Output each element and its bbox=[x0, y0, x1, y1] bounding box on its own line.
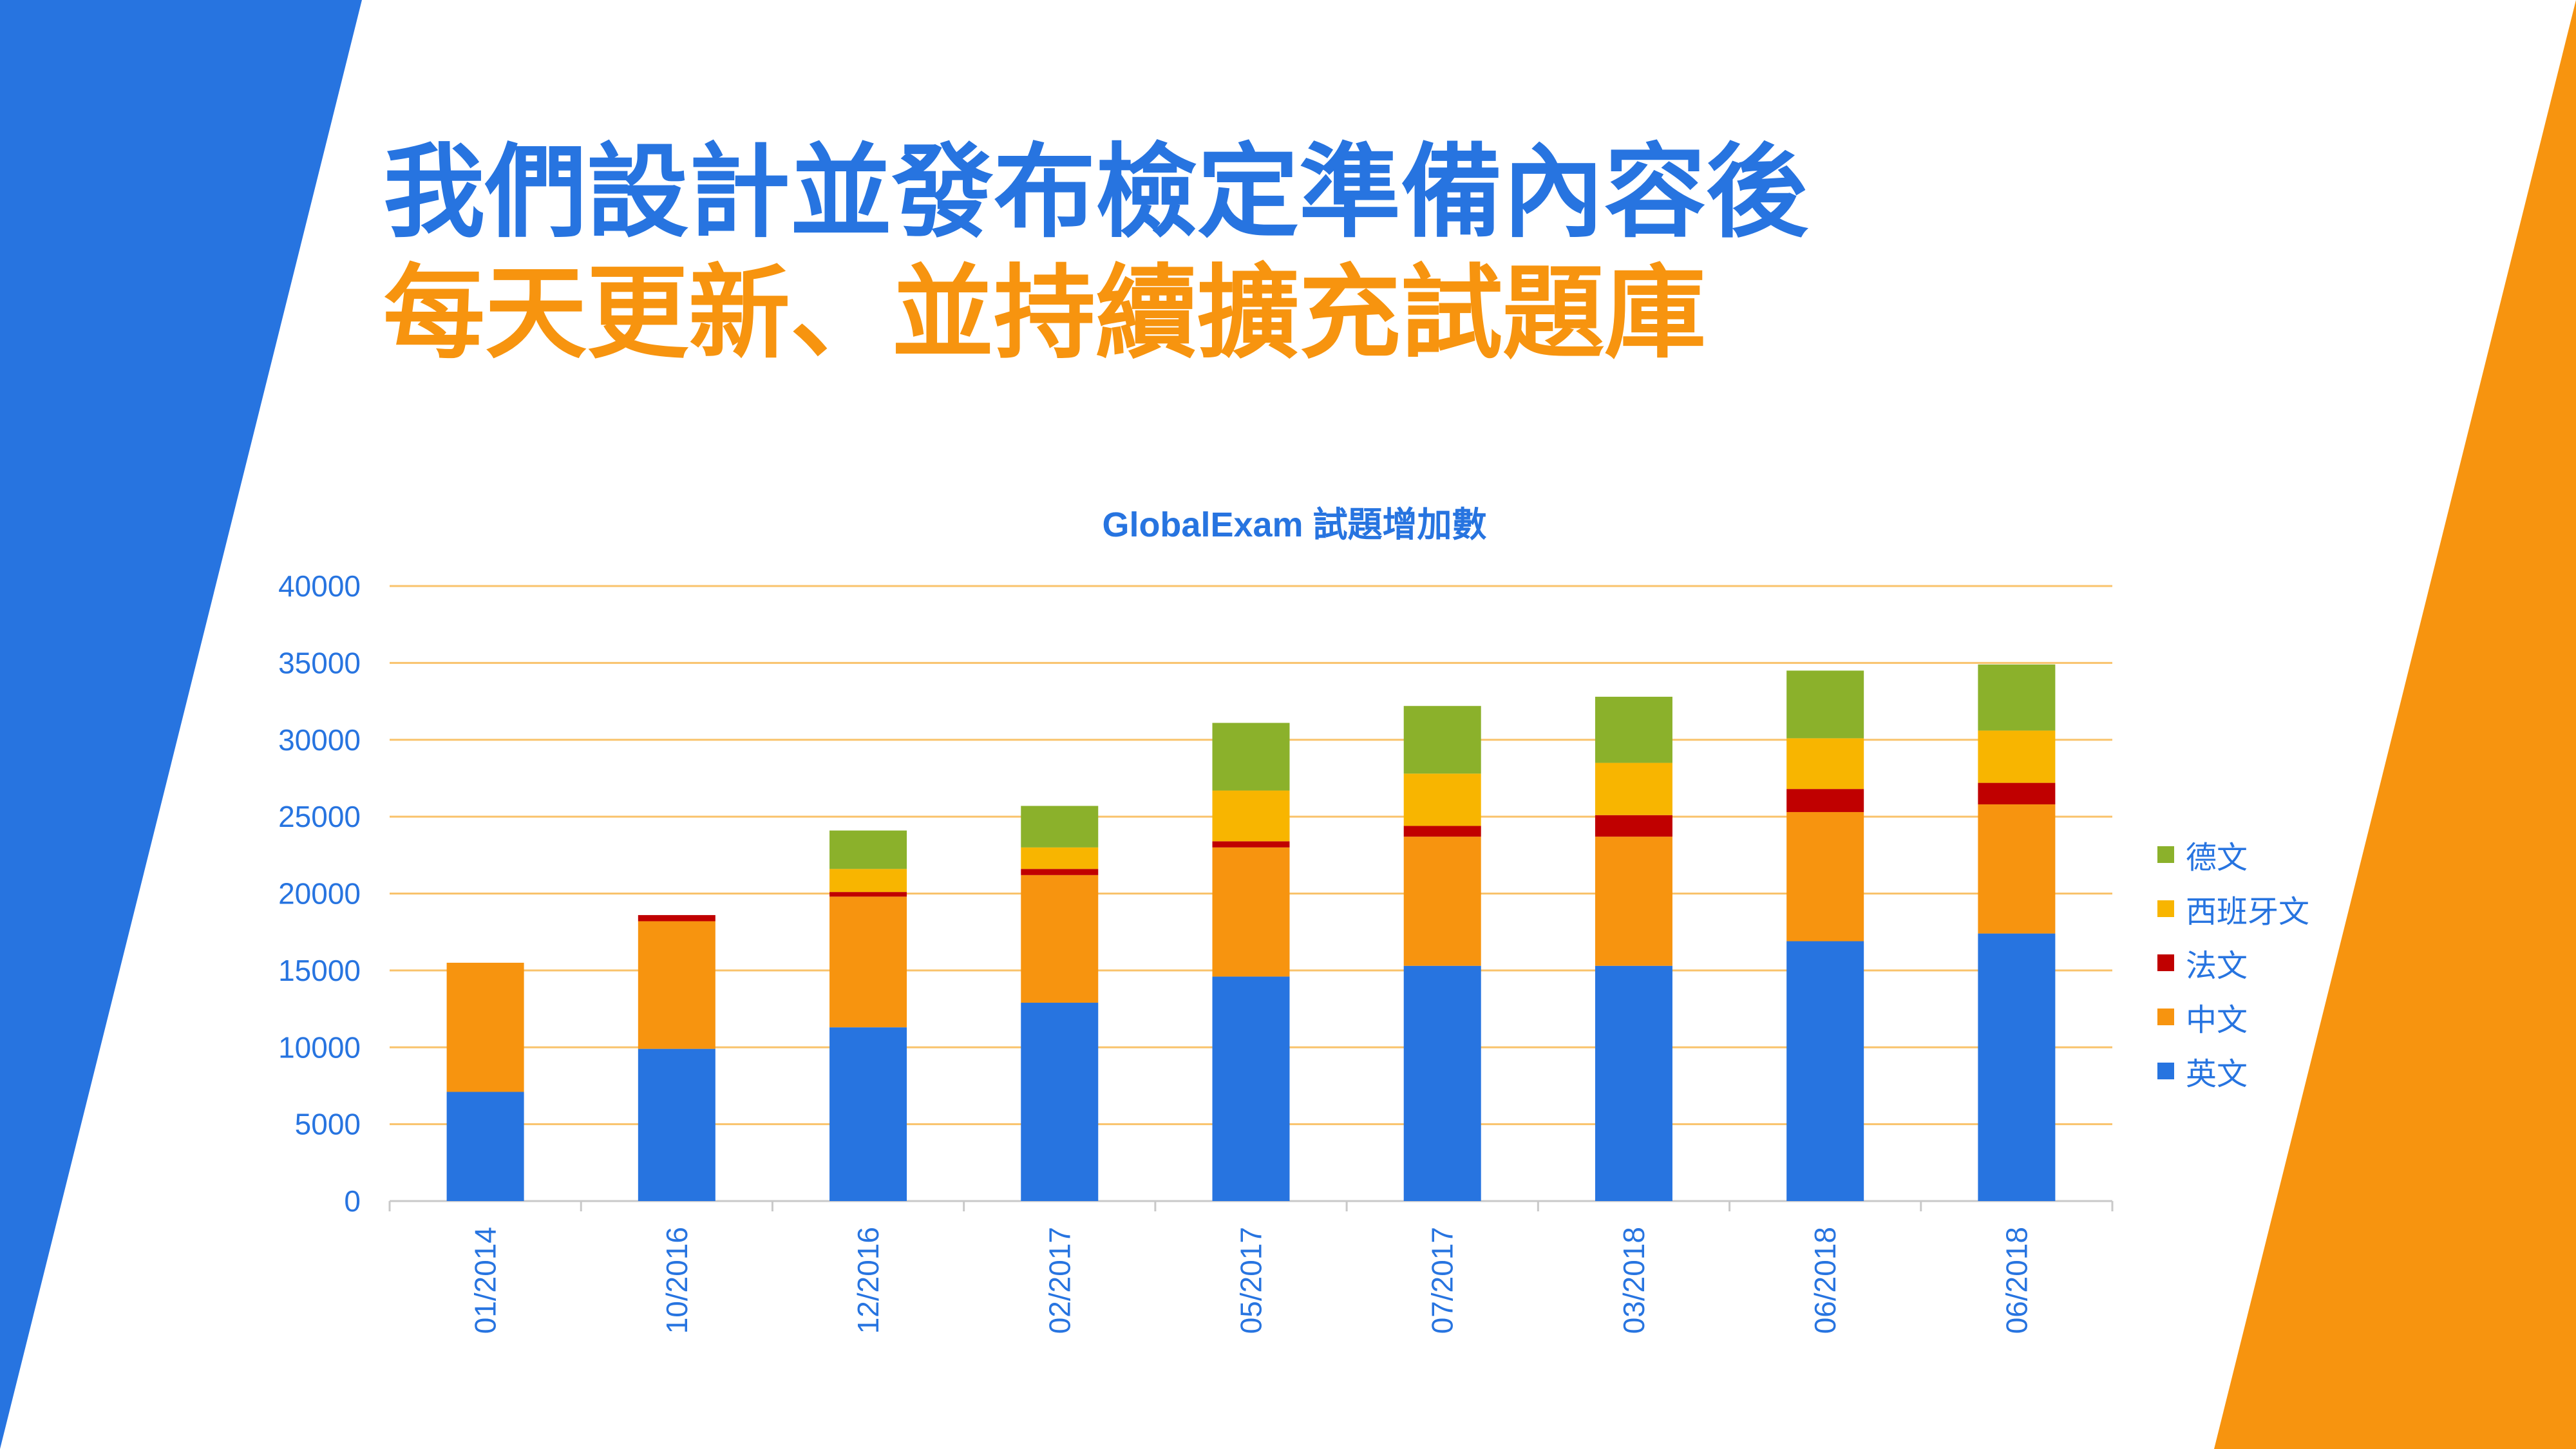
bar-segment bbox=[1595, 815, 1672, 837]
y-tick-label: 20000 bbox=[278, 877, 361, 911]
bar-segment bbox=[1021, 806, 1099, 848]
page-headline: 我們設計並發布檢定準備內容後 每天更新、並持續擴充試題庫 bbox=[383, 132, 1808, 374]
bar-segment bbox=[446, 1092, 524, 1201]
x-tick-label: 12/2016 bbox=[851, 1227, 885, 1334]
x-tick-label: 07/2017 bbox=[1426, 1227, 1459, 1334]
bar-segment bbox=[1212, 976, 1290, 1201]
bar-segment bbox=[1978, 664, 2056, 731]
x-tick-label: 06/2018 bbox=[1808, 1227, 1842, 1334]
legend-swatch bbox=[2157, 1009, 2174, 1025]
legend-label: 中文 bbox=[2186, 1002, 2248, 1038]
x-tick-label: 10/2016 bbox=[660, 1227, 694, 1334]
y-tick-label: 15000 bbox=[278, 954, 361, 987]
bar-segment bbox=[829, 896, 907, 1028]
y-tick-label: 25000 bbox=[278, 800, 361, 833]
bar-segment bbox=[1978, 782, 2056, 805]
x-tick-label: 06/2018 bbox=[2000, 1227, 2033, 1334]
bar-segment bbox=[1595, 965, 1672, 1201]
bar-segment bbox=[1212, 847, 1290, 977]
x-tick-label: 05/2017 bbox=[1235, 1227, 1268, 1334]
legend-swatch bbox=[2157, 1063, 2174, 1079]
bar-segment bbox=[1786, 811, 1864, 942]
bar-segment bbox=[1786, 670, 1864, 739]
bar-segment bbox=[1021, 875, 1099, 1003]
bar-segment bbox=[446, 962, 524, 1092]
legend-item: 英文 bbox=[2157, 1044, 2309, 1098]
bar-segment bbox=[829, 1027, 907, 1201]
bar-segment bbox=[1403, 837, 1481, 966]
bar-segment bbox=[1212, 841, 1290, 848]
bar-segment bbox=[1786, 738, 1864, 790]
bar-segment bbox=[1403, 965, 1481, 1201]
chart-legend: 德文西班牙文法文中文英文 bbox=[2157, 828, 2309, 1098]
bar-segment bbox=[638, 1048, 715, 1201]
legend-label: 西班牙文 bbox=[2186, 894, 2310, 930]
bar-segment bbox=[1786, 789, 1864, 812]
legend-item: 德文 bbox=[2157, 828, 2309, 882]
right-orange-band bbox=[2214, 0, 2576, 1449]
y-tick-label: 40000 bbox=[278, 569, 361, 603]
bar-segment bbox=[638, 914, 715, 922]
bar-segment bbox=[1021, 847, 1099, 869]
legend-swatch bbox=[2157, 954, 2174, 971]
bar-segment bbox=[1978, 933, 2056, 1201]
left-blue-band bbox=[0, 0, 362, 1449]
bar-segment bbox=[1978, 804, 2056, 934]
x-tick-label: 03/2018 bbox=[1617, 1227, 1651, 1334]
bar-segment bbox=[1786, 941, 1864, 1201]
bar-segment bbox=[1212, 723, 1290, 791]
chart-title: GlobalExam 試題增加數 bbox=[1102, 506, 1487, 544]
bar-segment bbox=[1021, 1003, 1099, 1201]
bar-segment bbox=[829, 830, 907, 869]
x-tick-label: 02/2017 bbox=[1043, 1227, 1076, 1334]
legend-swatch bbox=[2157, 846, 2174, 863]
bar-segment bbox=[1595, 762, 1672, 815]
bar-segment bbox=[1403, 826, 1481, 837]
bar-segment bbox=[1021, 869, 1099, 875]
bar-segment bbox=[1403, 773, 1481, 826]
bar-segment bbox=[1403, 706, 1481, 774]
bar-segment bbox=[829, 869, 907, 893]
headline-line-2: 每天更新、並持續擴充試題庫 bbox=[383, 254, 1706, 373]
y-tick-label: 35000 bbox=[278, 646, 361, 679]
legend-label: 德文 bbox=[2186, 840, 2248, 876]
bar-segment bbox=[1978, 730, 2056, 783]
bar-segment bbox=[1595, 837, 1672, 966]
bar-segment bbox=[829, 892, 907, 897]
legend-item: 法文 bbox=[2157, 936, 2309, 990]
bar-segment bbox=[638, 921, 715, 1049]
legend-label: 法文 bbox=[2186, 948, 2248, 984]
y-tick-label: 30000 bbox=[278, 723, 361, 757]
y-tick-label: 5000 bbox=[295, 1108, 361, 1141]
bar-segment bbox=[1595, 696, 1672, 763]
x-tick-label: 01/2014 bbox=[469, 1227, 502, 1334]
legend-swatch bbox=[2157, 900, 2174, 917]
y-tick-label: 10000 bbox=[278, 1030, 361, 1064]
legend-label: 英文 bbox=[2186, 1056, 2248, 1092]
headline-line-1: 我們設計並發布檢定準備內容後 bbox=[383, 133, 1808, 252]
legend-item: 西班牙文 bbox=[2157, 882, 2309, 936]
y-tick-label: 0 bbox=[344, 1184, 361, 1218]
legend-item: 中文 bbox=[2157, 990, 2309, 1044]
bar-segment bbox=[1212, 790, 1290, 842]
